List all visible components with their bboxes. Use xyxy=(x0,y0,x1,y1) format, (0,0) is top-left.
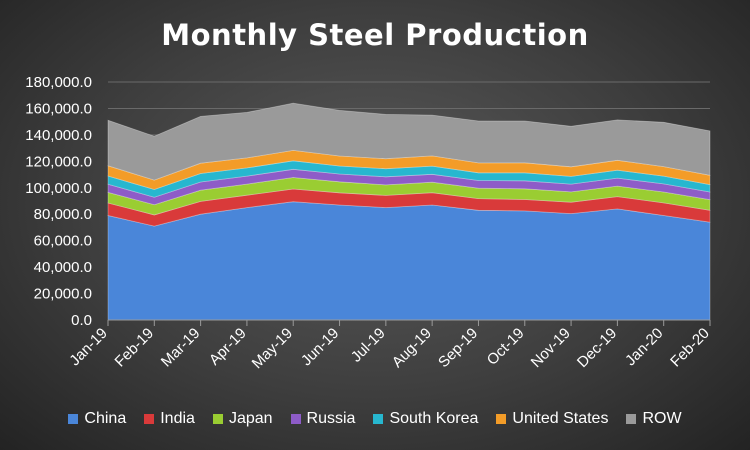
y-tick-label: 180,000.0 xyxy=(25,74,92,91)
legend-item-china: China xyxy=(68,410,126,428)
legend: China India Japan Russia South Korea United S… xyxy=(0,410,750,428)
legend-swatch xyxy=(144,414,155,424)
legend-swatch xyxy=(496,414,507,424)
y-tick-label: 60,000.0 xyxy=(34,233,92,250)
series-area-china xyxy=(107,201,711,321)
legend-label: United States xyxy=(512,410,609,427)
y-tick-label: 120,000.0 xyxy=(25,153,92,170)
chart-title: Monthly Steel Production xyxy=(161,18,589,52)
x-tick-label: Feb-20 xyxy=(667,325,713,371)
legend-label: ROW xyxy=(642,410,682,427)
y-tick-label: 0.0 xyxy=(71,312,92,329)
y-tick-label: 80,000.0 xyxy=(34,206,92,223)
legend-swatch xyxy=(373,414,384,424)
legend-label: China xyxy=(84,410,127,427)
legend-swatch xyxy=(212,414,223,424)
y-tick-label: 100,000.0 xyxy=(25,180,92,197)
x-tick-label: Aug-19 xyxy=(389,325,435,371)
legend-item-india: India xyxy=(144,410,195,428)
y-tick-label: 40,000.0 xyxy=(34,259,92,276)
x-tick-label: Feb-19 xyxy=(112,325,158,371)
series-area-india xyxy=(107,188,711,227)
legend-item-row: ROW xyxy=(626,410,682,428)
legend-label: Japan xyxy=(228,410,273,427)
x-tick-label: Dec-19 xyxy=(574,325,620,371)
x-tick-label: Sep-19 xyxy=(435,325,481,371)
x-tick-label: Jan-19 xyxy=(66,325,110,369)
legend-item-russia: Russia xyxy=(290,410,356,428)
legend-item-united-states: United States xyxy=(496,410,608,428)
y-tick-label: 20,000.0 xyxy=(34,286,92,303)
legend-swatch xyxy=(626,414,637,424)
x-tick-label: Jun-19 xyxy=(298,325,342,369)
x-tick-label: Apr-19 xyxy=(206,325,250,369)
series-area-row xyxy=(107,102,711,181)
x-tick-label: May-19 xyxy=(249,325,296,372)
x-tick-label: Jan-20 xyxy=(622,325,666,369)
legend-label: South Korea xyxy=(389,410,479,427)
legend-item-south-korea: South Korea xyxy=(373,410,478,428)
x-tick-label: Nov-19 xyxy=(528,325,574,371)
x-tick-label: Mar-19 xyxy=(158,325,204,371)
legend-label: Russia xyxy=(306,410,356,427)
x-tick-label: Oct-19 xyxy=(484,325,528,369)
legend-item-japan: Japan xyxy=(212,410,273,428)
legend-label: India xyxy=(160,410,195,427)
legend-swatch xyxy=(290,414,301,424)
y-tick-label: 160,000.0 xyxy=(25,100,92,117)
legend-swatch xyxy=(68,414,79,424)
y-tick-label: 140,000.0 xyxy=(25,127,92,144)
x-tick-label: Jul-19 xyxy=(348,325,389,366)
